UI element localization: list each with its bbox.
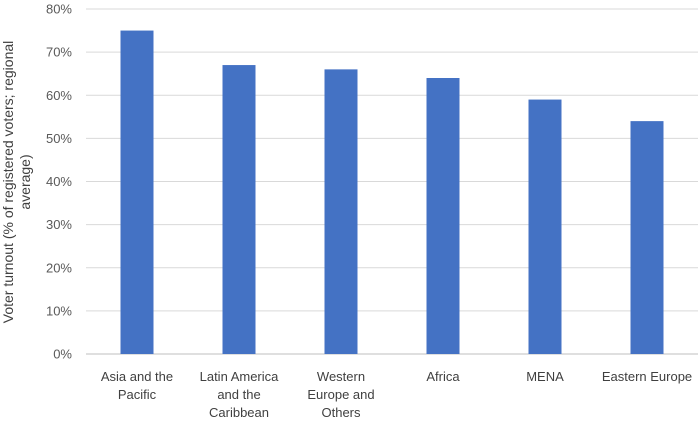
bar [324, 69, 358, 354]
bar [222, 65, 256, 354]
bar [630, 121, 664, 354]
x-tick-label: Asia and the Pacific [101, 369, 173, 402]
y-axis-title: Voter turnout (% of registered voters; r… [0, 41, 33, 323]
bar [426, 78, 460, 354]
gridlines [86, 8, 698, 355]
y-tick-label: 80% [46, 2, 72, 17]
x-tick-label: MENA [526, 369, 564, 384]
bar [528, 99, 562, 354]
bars [120, 30, 664, 354]
x-tick-label: Western Europe and Others [307, 369, 374, 420]
y-axis-label: Voter turnout (% of registered voters; r… [0, 41, 33, 323]
y-tick-label: 30% [46, 217, 72, 232]
y-tick-label: 0% [53, 347, 72, 362]
x-axis-labels: Asia and the Pacific Latin America and the C… [101, 369, 692, 420]
y-tick-label: 50% [46, 131, 72, 146]
y-tick-label: 40% [46, 174, 72, 189]
x-tick-label: Eastern Europe [602, 369, 692, 384]
y-tick-label: 70% [46, 45, 72, 60]
y-tick-label: 20% [46, 260, 72, 275]
bar [120, 30, 154, 354]
x-tick-label: Latin America and the Caribbean [200, 369, 280, 420]
y-axis-ticks: 0% 10% 20% 30% 40% 50% 60% 70% 80% [46, 2, 72, 362]
x-tick-label: Africa [426, 369, 460, 384]
y-tick-label: 60% [46, 88, 72, 103]
y-tick-label: 10% [46, 303, 72, 318]
